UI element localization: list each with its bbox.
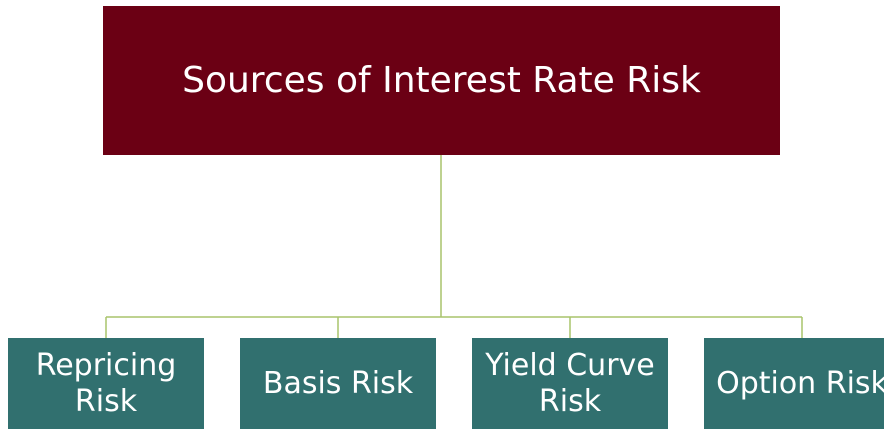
child-node: Basis Risk [240, 338, 436, 429]
child-node: Repricing Risk [8, 338, 204, 429]
child-node: Option Risk [704, 338, 884, 429]
child-node: Yield Curve Risk [472, 338, 668, 429]
root-node: Sources of Interest Rate Risk [103, 6, 780, 155]
